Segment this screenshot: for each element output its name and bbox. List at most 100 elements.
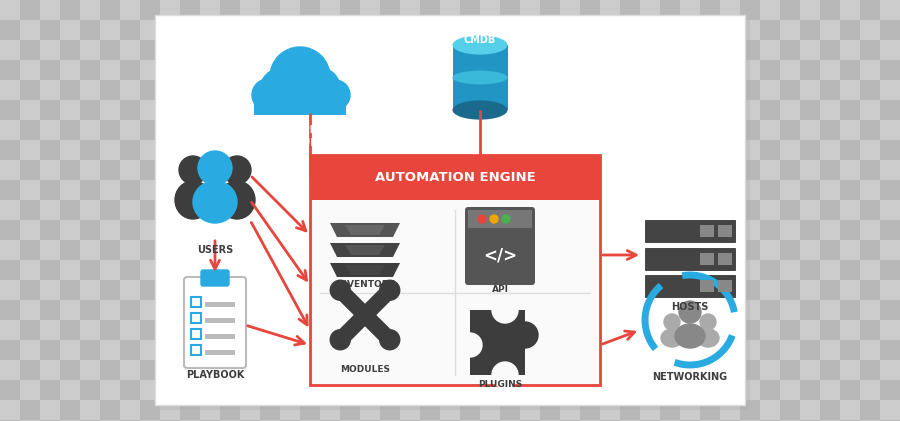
Bar [400,240,420,260]
Bar [320,340,340,360]
Bar [220,120,240,140]
Bar [500,60,520,80]
Bar [880,260,900,280]
Bar [200,220,220,240]
Bar [80,100,100,120]
Bar [205,350,235,355]
Bar [720,160,740,180]
Bar [420,180,440,200]
Bar [760,240,780,260]
Bar [240,200,260,220]
Bar [780,400,800,420]
Bar [880,340,900,360]
Bar [800,340,820,360]
Bar [820,240,840,260]
Bar [20,220,40,240]
Bar [280,260,300,280]
Bar [260,60,280,80]
Bar [0,80,20,100]
Bar [160,360,180,380]
Bar [220,300,240,320]
Bar [140,120,160,140]
Bar [840,360,860,380]
Bar [760,400,780,420]
Bar [740,120,760,140]
Bar [620,120,640,140]
Bar [320,140,340,160]
Bar [80,160,100,180]
Bar [40,100,60,120]
Bar [480,360,500,380]
Bar [200,260,220,280]
Bar [800,40,820,60]
Bar [400,80,420,100]
Bar [500,140,520,160]
Bar [200,420,220,421]
Bar [560,240,580,260]
Bar [680,420,700,421]
Bar [60,280,80,300]
Bar [420,40,440,60]
Bar [880,100,900,120]
Bar [720,220,740,240]
Bar [500,360,520,380]
Bar [740,240,760,260]
Bar [480,60,500,80]
Bar [640,180,660,200]
Bar [240,320,260,340]
Bar [540,280,560,300]
Bar [640,360,660,380]
Bar [480,260,500,280]
Bar [540,160,560,180]
Bar [680,340,700,360]
Bar [560,360,580,380]
Circle shape [380,330,400,350]
Bar [560,320,580,340]
Bar [880,160,900,180]
Bar [200,200,220,220]
Bar [200,120,220,140]
Bar [360,420,380,421]
Bar [880,60,900,80]
Bar [80,380,100,400]
Bar [260,360,280,380]
Bar [400,260,420,280]
Bar [420,100,440,120]
Bar [500,320,520,340]
Bar [80,60,100,80]
Bar [160,260,180,280]
Bar [40,20,60,40]
Bar [500,180,520,200]
Bar [280,300,300,320]
Bar [220,320,240,340]
Bar [500,40,520,60]
Bar [440,180,460,200]
Bar [720,40,740,60]
Ellipse shape [193,181,237,223]
Bar [280,360,300,380]
Bar [660,80,680,100]
Bar [780,360,800,380]
Bar [320,40,340,60]
Bar [760,0,780,20]
Bar [20,80,40,100]
Bar [300,60,320,80]
Bar [560,40,580,60]
Bar [60,120,80,140]
Ellipse shape [661,329,683,347]
Bar [300,160,320,180]
Bar [480,220,500,240]
Bar [140,280,160,300]
Bar [820,300,840,320]
Bar [840,60,860,80]
Bar [380,200,400,220]
Circle shape [492,297,518,323]
Bar [740,340,760,360]
Bar [560,80,580,100]
Bar [200,140,220,160]
Bar [720,200,740,220]
Bar [860,0,880,20]
Bar [860,360,880,380]
Bar [400,280,420,300]
Bar [280,60,300,80]
